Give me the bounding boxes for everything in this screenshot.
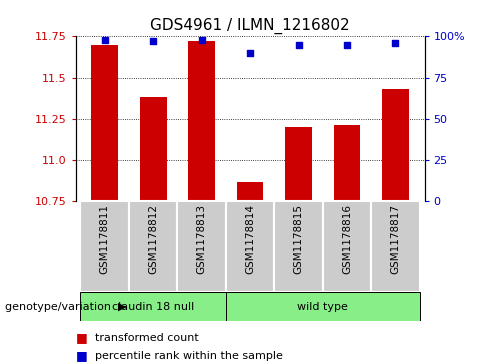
Point	[343, 42, 351, 48]
Bar	[237, 182, 264, 201]
Text: GSM1178811: GSM1178811	[100, 204, 110, 274]
Point	[246, 50, 254, 56]
Bar	[382, 89, 409, 201]
Point	[149, 38, 157, 44]
Point	[295, 42, 303, 48]
Bar	[140, 97, 166, 201]
Text: transformed count: transformed count	[95, 333, 199, 343]
Point	[391, 40, 399, 46]
FancyBboxPatch shape	[274, 201, 323, 292]
Text: GSM1178813: GSM1178813	[197, 204, 206, 274]
Text: ■: ■	[76, 331, 87, 344]
FancyBboxPatch shape	[323, 201, 371, 292]
Text: GSM1178816: GSM1178816	[342, 204, 352, 274]
FancyBboxPatch shape	[178, 201, 226, 292]
Text: GSM1178812: GSM1178812	[148, 204, 158, 274]
Title: GDS4961 / ILMN_1216802: GDS4961 / ILMN_1216802	[150, 17, 350, 33]
FancyBboxPatch shape	[226, 292, 420, 321]
Text: claudin 18 null: claudin 18 null	[112, 302, 194, 312]
FancyBboxPatch shape	[81, 201, 129, 292]
FancyBboxPatch shape	[81, 292, 226, 321]
Point	[101, 37, 109, 42]
FancyBboxPatch shape	[226, 201, 274, 292]
Bar	[334, 126, 360, 201]
Point	[198, 37, 205, 42]
Bar	[188, 41, 215, 201]
Text: GSM1178814: GSM1178814	[245, 204, 255, 274]
Bar	[91, 45, 118, 201]
Bar	[285, 127, 312, 201]
Text: genotype/variation  ▶: genotype/variation ▶	[5, 302, 126, 312]
Text: GSM1178817: GSM1178817	[390, 204, 401, 274]
Text: ■: ■	[76, 349, 87, 362]
FancyBboxPatch shape	[129, 201, 178, 292]
FancyBboxPatch shape	[371, 201, 420, 292]
Text: wild type: wild type	[297, 302, 348, 312]
Text: GSM1178815: GSM1178815	[294, 204, 304, 274]
Text: percentile rank within the sample: percentile rank within the sample	[95, 351, 283, 361]
